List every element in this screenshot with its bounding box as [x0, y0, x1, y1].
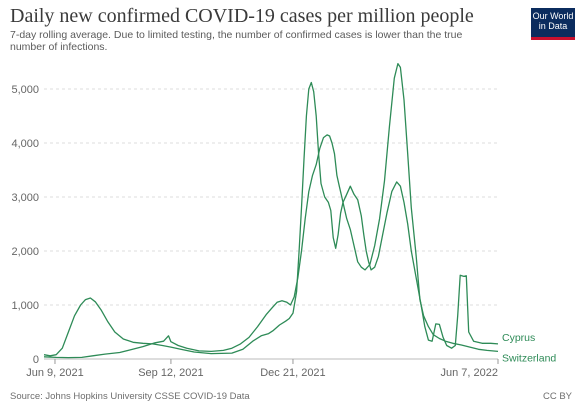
x-axis-ticks: Jun 9, 2021 Sep 12, 2021 Dec 21, 2021 Jun 7… — [26, 359, 499, 379]
y-tick-label: 2,000 — [11, 246, 39, 258]
y-tick-label: 4,000 — [11, 138, 39, 150]
series-labels: Cyprus Switzerland — [502, 332, 556, 365]
series-line-switzerland[interactable] — [43, 62, 499, 359]
logo-line-2: in Data — [538, 21, 568, 31]
y-tick-label: 3,000 — [11, 192, 39, 204]
series-label-switzerland[interactable]: Switzerland — [502, 352, 556, 364]
y-tick-label: 0 — [33, 354, 39, 366]
gridlines — [44, 88, 498, 360]
chart-subtitle: 7-day rolling average. Due to limited te… — [10, 29, 463, 53]
owid-logo[interactable]: Our World in Data — [531, 8, 575, 40]
y-tick-label: 5,000 — [11, 84, 39, 96]
y-tick-label: 1,000 — [11, 300, 39, 312]
x-tick-label: Jun 9, 2021 — [26, 367, 84, 379]
x-tick-label: Sep 12, 2021 — [138, 367, 203, 379]
license-link[interactable]: CC BY — [542, 391, 572, 402]
series-line-cyprus[interactable] — [43, 81, 499, 357]
series-lines — [43, 62, 499, 359]
series-label-cyprus[interactable]: Cyprus — [502, 332, 535, 344]
chart-title: Daily new confirmed COVID-19 cases per m… — [10, 5, 474, 27]
x-tick-label: Dec 21, 2021 — [260, 367, 325, 379]
x-tick-label: Jun 7, 2022 — [441, 367, 499, 379]
y-axis-ticks: 0 1,000 2,000 3,000 4,000 5,000 — [11, 84, 39, 366]
logo-line-1: Our World — [532, 11, 574, 21]
source-note: Source: Johns Hopkins University CSSE CO… — [10, 391, 250, 402]
